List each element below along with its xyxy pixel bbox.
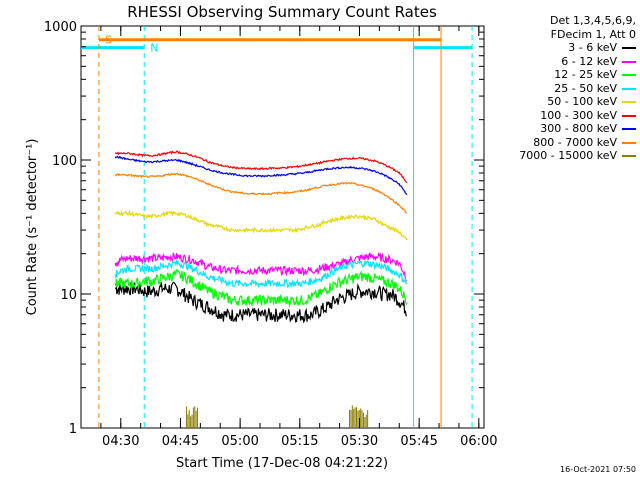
x-tick-label: 05:15 [281,434,318,449]
x-axis-label: Start Time (17-Dec-08 04:21:22) [176,456,388,471]
series-line-5 [114,150,408,184]
marker-layer: NS [81,26,473,428]
flag-label-n: N [150,42,158,55]
legend-entry: 100 - 300 keV [519,109,636,123]
series-line-4 [114,209,408,241]
legend-label: 50 - 100 keV [547,95,617,108]
legend-swatch [622,141,636,144]
axis-layer: 1 10 100 1000 04:30 04:45 05:00 05:15 05:30 05:45… [44,20,498,449]
legend-header-1: Det 1,3,4,5,6,9, [549,14,636,27]
series-line-7 [114,172,407,214]
legend-entry: 3 - 6 keV [519,41,636,55]
legend-label: 6 - 12 keV [561,54,617,68]
legend-swatch [622,74,636,76]
legend-entry: 7000 - 15000 keV [519,149,636,163]
y-tick-label: 100 [52,154,77,169]
legend-label: 3 - 6 keV [568,41,617,54]
series-line-1 [114,251,407,282]
legend-entry: 300 - 800 keV [519,122,636,136]
series-line-6 [114,155,408,196]
legend-swatch [622,87,636,90]
series-layer [114,150,408,428]
legend-entry: 12 - 25 keV [519,68,636,82]
plot-frame [80,25,485,429]
x-tick-label: 04:45 [162,434,199,449]
legend-label: 100 - 300 keV [540,108,617,122]
series-line-3 [114,259,408,289]
legend-swatch [622,155,636,157]
legend-entry: 50 - 100 keV [519,95,636,109]
legend-entries: 3 - 6 keV 6 - 12 keV 12 - 25 keV 25 - 50 ke… [519,41,636,163]
legend-entry: 6 - 12 keV [519,55,636,69]
legend-label: 25 - 50 keV [554,81,617,95]
x-tick-label: 04:30 [102,434,139,449]
x-tick-label: 06:00 [460,434,497,449]
legend: Det 1,3,4,5,6,9, FDecim 1, Att 0 3 - 6 k… [519,14,636,163]
legend-swatch [622,47,636,49]
y-tick-label: 10 [60,288,77,303]
legend-label: 300 - 800 keV [540,122,617,135]
x-tick-label: 05:00 [221,434,258,449]
chart-title: RHESSI Observing Summary Count Rates [127,3,437,21]
legend-label: 800 - 7000 keV [533,135,617,149]
legend-swatch [622,60,636,63]
legend-label: 12 - 25 keV [554,68,617,81]
legend-swatch [622,114,636,117]
timestamp: 16-Oct-2021 07:50 [560,465,636,474]
x-tick-label: 05:30 [341,434,378,449]
series-line-0 [115,281,407,324]
flag-label-s: S [105,34,112,47]
series-line-2 [114,268,408,308]
legend-swatch [622,101,636,103]
legend-label: 7000 - 15000 keV [519,149,617,162]
legend-entry: 800 - 7000 keV [519,136,636,150]
legend-swatch [622,128,636,130]
x-tick-label: 05:45 [400,434,437,449]
y-tick-label: 1000 [44,20,77,35]
y-tick-label: 1 [69,422,77,437]
y-axis-label: Count Rate (s⁻¹ detector⁻¹) [25,139,40,316]
legend-header-2: FDecim 1, Att 0 [550,27,636,41]
legend-entry: 25 - 50 keV [519,82,636,96]
